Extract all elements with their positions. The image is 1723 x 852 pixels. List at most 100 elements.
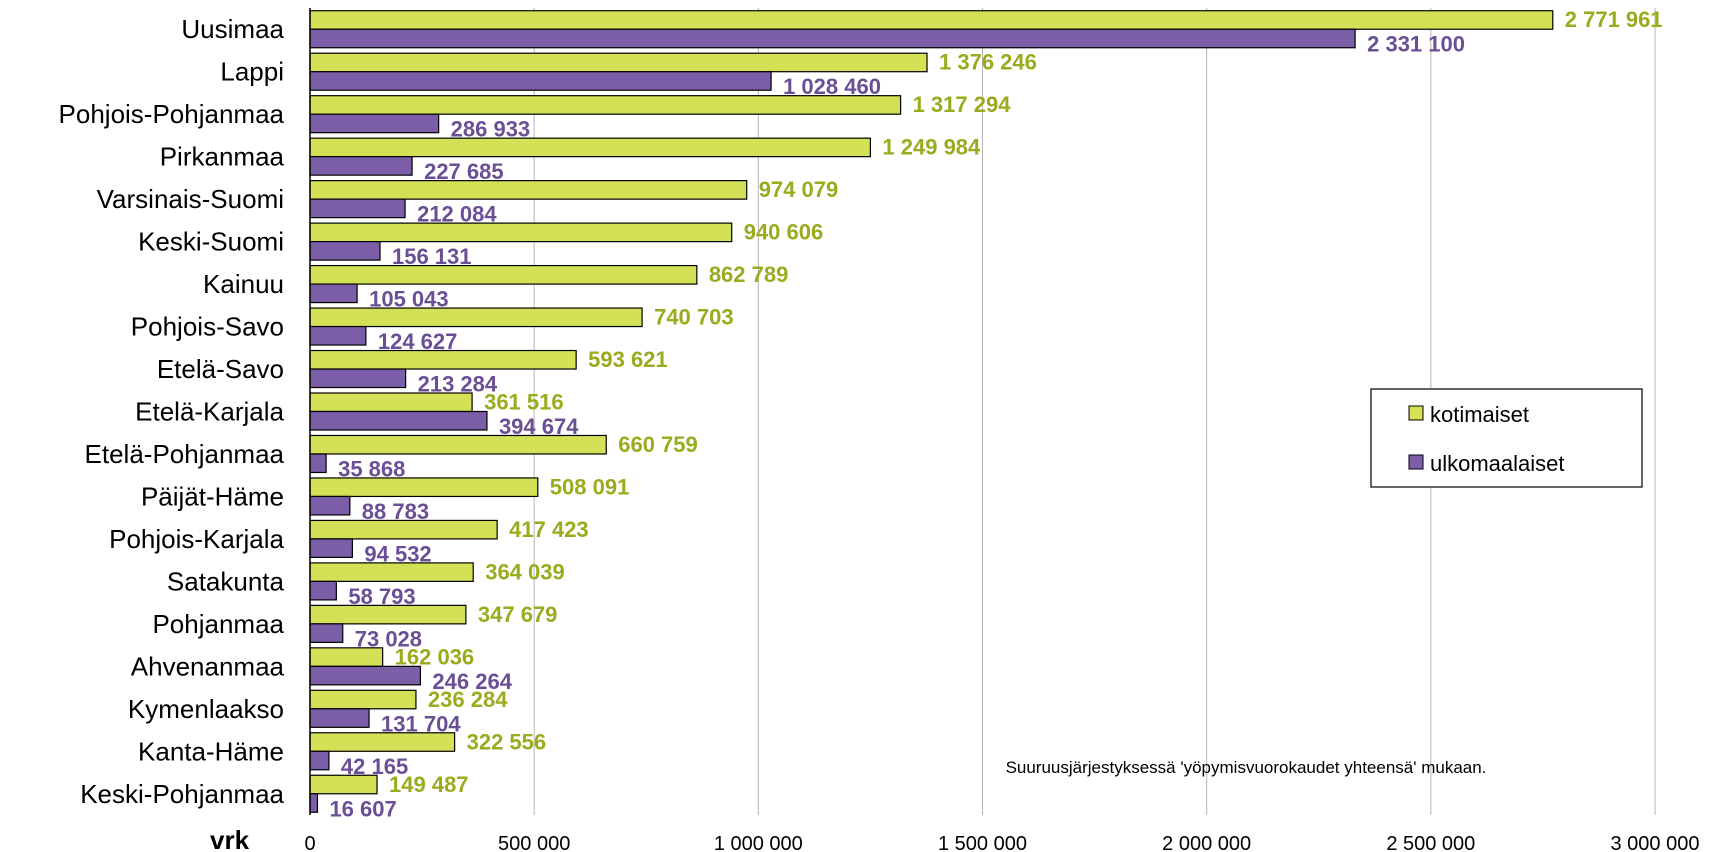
data-label-kotimaiset: 974 079 (759, 177, 839, 202)
data-label-kotimaiset: 162 036 (395, 644, 475, 669)
data-label-ulkomaalaiset: 88 783 (362, 499, 429, 524)
data-label-kotimaiset: 940 606 (744, 220, 824, 245)
legend: kotimaiset ulkomaalaiset (1370, 388, 1643, 488)
bar-kotimaiset (309, 307, 643, 328)
x-tick-label: 2 000 000 (1162, 833, 1251, 852)
data-label-ulkomaalaiset: 156 131 (392, 244, 472, 269)
data-label-ulkomaalaiset: 58 793 (348, 584, 415, 609)
bar-ulkomaalaiset (309, 623, 344, 643)
category-label: Varsinais-Suomi (97, 184, 284, 214)
data-label-kotimaiset: 862 789 (709, 262, 789, 287)
category-label: Päijät-Häme (141, 481, 284, 511)
data-label-kotimaiset: 322 556 (467, 729, 547, 754)
data-label-ulkomaalaiset: 212 084 (417, 202, 497, 227)
x-tick-label: 2 500 000 (1386, 833, 1475, 852)
bar-kotimaiset (309, 10, 1554, 30)
data-label-kotimaiset: 740 703 (654, 305, 734, 330)
data-label-kotimaiset: 1 317 294 (913, 92, 1012, 117)
bar-ulkomaalaiset (309, 71, 772, 91)
data-label-ulkomaalaiset: 16 607 (329, 796, 396, 821)
category-label: Pohjois-Savo (131, 312, 284, 342)
chart-note: Suuruusjärjestyksessä 'yöpymisvuorokaude… (1006, 758, 1487, 777)
bar-kotimaiset (309, 689, 417, 710)
bar-kotimaiset (309, 222, 733, 243)
data-label-kotimaiset: 1 376 246 (939, 50, 1037, 75)
data-label-ulkomaalaiset: 94 532 (364, 541, 431, 566)
category-label: Pohjois-Karjala (109, 524, 284, 554)
data-label-kotimaiset: 364 039 (485, 559, 565, 584)
bar-kotimaiset (309, 180, 748, 200)
category-label: Pohjois-Pohjanmaa (59, 99, 285, 129)
data-label-kotimaiset: 508 091 (550, 474, 630, 499)
bar-kotimaiset (309, 52, 928, 73)
x-tick-label: 1 500 000 (938, 833, 1027, 852)
data-label-ulkomaalaiset: 131 704 (381, 711, 461, 736)
legend-swatch-ulkomaalaiset (1408, 454, 1424, 470)
legend-label-ulkomaalaiset: ulkomaalaiset (1430, 451, 1565, 476)
category-label: Kanta-Häme (138, 736, 284, 766)
data-label-ulkomaalaiset: 213 284 (418, 372, 498, 397)
bar-ulkomaalaiset (309, 708, 370, 728)
data-label-kotimaiset: 347 679 (478, 602, 558, 627)
bar-ulkomaalaiset (309, 750, 330, 771)
bar-ulkomaalaiset (309, 113, 440, 134)
bar-ulkomaalaiset (309, 198, 406, 219)
legend-box (1370, 388, 1643, 488)
category-label: Uusimaa (181, 14, 284, 44)
data-label-kotimaiset: 2 771 961 (1565, 7, 1663, 32)
data-label-ulkomaalaiset: 286 933 (451, 117, 531, 142)
data-label-kotimaiset: 593 621 (588, 347, 668, 372)
category-label: Lappi (220, 57, 284, 87)
x-axis-tick-labels: 0 500 000 1 000 000 1 500 000 2 000 000 2 500… (304, 833, 1699, 852)
data-label-ulkomaalaiset: 246 264 (432, 669, 512, 694)
category-label: Keski-Suomi (138, 227, 284, 257)
category-label: Etelä-Savo (157, 354, 284, 384)
data-label-ulkomaalaiset: 1 028 460 (783, 74, 881, 99)
category-label: Etelä-Pohjanmaa (85, 439, 285, 469)
bar-ulkomaalaiset (309, 325, 367, 346)
unit-label: vrk (210, 825, 250, 852)
data-label-ulkomaalaiset: 227 685 (424, 159, 504, 184)
x-tick-label: 3 000 000 (1611, 833, 1700, 852)
x-tick-label: 0 (304, 833, 315, 852)
bar-ulkomaalaiset (309, 410, 488, 431)
category-label: Ahvenanmaa (131, 651, 285, 681)
bar-ulkomaalaiset (309, 156, 413, 176)
data-label-kotimaiset: 660 759 (618, 432, 698, 457)
category-label: Etelä-Karjala (135, 397, 284, 427)
data-label-ulkomaalaiset: 35 868 (338, 456, 405, 481)
bar-kotimaiset (309, 264, 698, 285)
x-tick-label: 500 000 (498, 833, 570, 852)
bar-kotimaiset (309, 137, 872, 158)
bar-ulkomaalaiset (309, 793, 319, 813)
data-label-kotimaiset: 236 284 (428, 687, 508, 712)
legend-swatch-kotimaiset (1408, 405, 1424, 421)
bar-ulkomaalaiset (309, 580, 337, 601)
category-label: Kymenlaakso (128, 694, 284, 724)
data-labels: 2 771 961 2 331 100 1 376 246 1 028 460 1 31… (329, 7, 1662, 821)
x-tick-label: 1 000 000 (714, 833, 803, 852)
data-label-ulkomaalaiset: 105 043 (369, 287, 449, 312)
category-label: Pirkanmaa (160, 142, 285, 172)
category-label: Pohjanmaa (152, 609, 284, 639)
category-labels: Uusimaa Lappi Pohjois-Pohjanmaa Pirkanmaa Va… (59, 14, 285, 809)
data-label-kotimaiset: 149 487 (389, 772, 469, 797)
data-label-ulkomaalaiset: 2 331 100 (1367, 32, 1465, 57)
category-label: Kainuu (203, 269, 284, 299)
data-label-ulkomaalaiset: 73 028 (355, 626, 422, 651)
data-label-ulkomaalaiset: 394 674 (499, 414, 579, 439)
category-label: Satakunta (167, 566, 285, 596)
data-label-kotimaiset: 361 516 (484, 390, 564, 415)
bar-ulkomaalaiset (309, 368, 407, 389)
data-label-kotimaiset: 1 249 984 (882, 135, 981, 160)
bar-ulkomaalaiset (309, 241, 381, 261)
bar-ulkomaalaiset (309, 495, 351, 516)
bar-ulkomaalaiset (309, 538, 353, 559)
bar-ulkomaalaiset (309, 453, 327, 474)
data-label-ulkomaalaiset: 42 165 (341, 754, 408, 779)
legend-label-kotimaiset: kotimaiset (1430, 402, 1529, 427)
bar-ulkomaalaiset (309, 28, 1356, 49)
category-label: Keski-Pohjanmaa (80, 779, 284, 809)
data-label-kotimaiset: 417 423 (509, 517, 589, 542)
